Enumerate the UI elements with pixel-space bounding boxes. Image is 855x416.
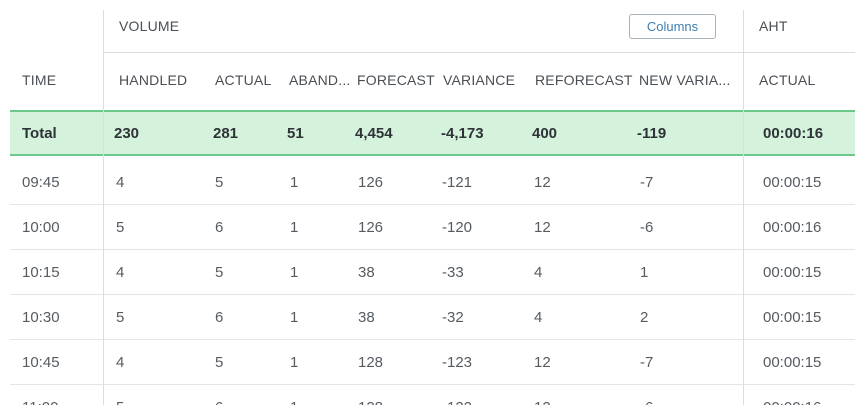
cell-abandoned: 1 [290, 174, 299, 191]
column-header-new-variance[interactable]: NEW VARIA... [639, 72, 731, 88]
cell-actual: 6 [215, 219, 224, 236]
scroll-clip [0, 405, 855, 416]
cell-reforecast: 12 [534, 354, 551, 371]
cell-handled: 4 [116, 354, 125, 371]
cell-variance: -33 [442, 264, 464, 281]
cell-handled: 5 [116, 309, 125, 326]
total-new-variance: -119 [637, 125, 667, 142]
cell-variance: -120 [442, 219, 473, 236]
cell-new-variance: 2 [640, 309, 649, 326]
column-header-abandoned[interactable]: ABAND... [289, 72, 351, 88]
cell-time: 10:15 [22, 264, 60, 281]
cell-reforecast: 4 [534, 264, 543, 281]
time-column-divider [103, 10, 104, 416]
cell-abandoned: 1 [290, 354, 299, 371]
table-row[interactable]: 10:15 4 5 1 38 -33 4 1 00:00:15 [10, 250, 855, 295]
cell-time: 10:00 [22, 219, 60, 236]
cell-handled: 4 [116, 174, 125, 191]
column-header-variance[interactable]: VARIANCE [443, 72, 516, 88]
group-header-row: VOLUME Columns AHT [0, 0, 855, 53]
aht-group-label: AHT [759, 18, 788, 34]
column-header-row: TIME HANDLED ACTUAL ABAND... FORECAST VA… [0, 53, 855, 109]
total-abandoned: 51 [287, 125, 304, 142]
group-divider [103, 52, 855, 53]
table-row[interactable]: 09:45 4 5 1 126 -121 12 -7 00:00:15 [10, 160, 855, 205]
table-row[interactable]: 10:30 5 6 1 38 -32 4 2 00:00:15 [10, 295, 855, 340]
cell-forecast: 126 [358, 174, 384, 191]
cell-variance: -32 [442, 309, 464, 326]
cell-aht-actual: 00:00:15 [763, 354, 822, 371]
cell-handled: 4 [116, 264, 125, 281]
cell-forecast: 126 [358, 219, 384, 236]
cell-forecast: 38 [358, 264, 375, 281]
cell-forecast: 38 [358, 309, 375, 326]
total-actual: 281 [213, 125, 239, 142]
total-handled: 230 [114, 125, 140, 142]
table-row[interactable]: 10:45 4 5 1 128 -123 12 -7 00:00:15 [10, 340, 855, 385]
column-header-reforecast[interactable]: REFORECAST [535, 72, 633, 88]
columns-button[interactable]: Columns [629, 14, 716, 39]
cell-actual: 5 [215, 354, 224, 371]
total-forecast: 4,454 [355, 125, 393, 142]
cell-reforecast: 12 [534, 174, 551, 191]
cell-variance: -123 [442, 354, 473, 371]
cell-reforecast: 12 [534, 219, 551, 236]
cell-forecast: 128 [358, 354, 384, 371]
cell-new-variance: 1 [640, 264, 649, 281]
cell-time: 10:45 [22, 354, 60, 371]
cell-abandoned: 1 [290, 264, 299, 281]
volume-group-label: VOLUME [119, 18, 180, 34]
cell-handled: 5 [116, 219, 125, 236]
cell-time: 09:45 [22, 174, 60, 191]
total-row: Total 230 281 51 4,454 -4,173 400 -119 0… [10, 110, 855, 156]
cell-time: 10:30 [22, 309, 60, 326]
total-reforecast: 400 [532, 125, 558, 142]
cell-new-variance: -7 [640, 174, 654, 191]
column-header-handled[interactable]: HANDLED [119, 72, 188, 88]
cell-abandoned: 1 [290, 309, 299, 326]
cell-variance: -121 [442, 174, 473, 191]
cell-new-variance: -7 [640, 354, 654, 371]
cell-actual: 5 [215, 174, 224, 191]
cell-actual: 6 [215, 309, 224, 326]
total-label: Total [22, 125, 57, 142]
column-header-actual[interactable]: ACTUAL [215, 72, 272, 88]
cell-reforecast: 4 [534, 309, 543, 326]
cell-actual: 5 [215, 264, 224, 281]
cell-abandoned: 1 [290, 219, 299, 236]
cell-aht-actual: 00:00:15 [763, 264, 822, 281]
cell-new-variance: -6 [640, 219, 654, 236]
column-header-time[interactable]: TIME [22, 72, 57, 88]
aht-group-divider [743, 10, 744, 416]
column-header-aht-actual[interactable]: ACTUAL [759, 72, 816, 88]
cell-aht-actual: 00:00:16 [763, 219, 822, 236]
total-variance: -4,173 [441, 125, 484, 142]
cell-aht-actual: 00:00:15 [763, 174, 822, 191]
total-aht-actual: 00:00:16 [763, 125, 824, 142]
column-header-forecast[interactable]: FORECAST [357, 72, 435, 88]
table-row[interactable]: 10:00 5 6 1 126 -120 12 -6 00:00:16 [10, 205, 855, 250]
cell-aht-actual: 00:00:15 [763, 309, 822, 326]
